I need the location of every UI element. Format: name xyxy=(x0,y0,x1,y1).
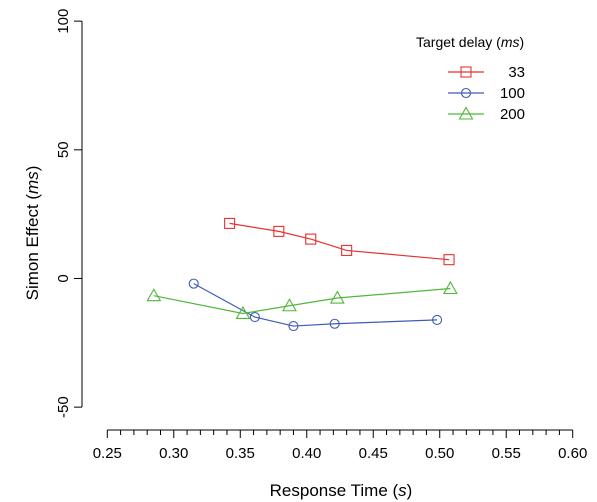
x-tick-label: 0.45 xyxy=(359,445,388,462)
data-point-200 xyxy=(235,305,251,320)
series-line-100 xyxy=(193,283,438,327)
data-point-100 xyxy=(329,318,340,329)
y-axis-title: Simon Effect (ms) xyxy=(23,166,42,301)
data-point-33 xyxy=(443,254,455,266)
legend-label-100: 100 xyxy=(500,85,525,102)
data-point-33 xyxy=(305,233,317,245)
data-point-33 xyxy=(273,225,285,237)
x-axis: 0.25 0.30 0.35 0.40 0.45 0.50 0.55 0.60 xyxy=(93,429,587,462)
legend-entry-100: 100 xyxy=(448,85,525,102)
x-tick-label: 0.60 xyxy=(558,445,587,462)
y-axis: -50 0 50 100 xyxy=(55,9,83,418)
data-point-100 xyxy=(432,314,443,325)
legend-entry-200: 200 xyxy=(448,106,525,123)
data-point-200 xyxy=(146,288,162,302)
legend-entry-33: 33 xyxy=(448,64,525,81)
x-tick-label: 0.50 xyxy=(425,445,454,462)
x-axis-title: Response Time (s) xyxy=(270,481,413,500)
series-line-33 xyxy=(229,222,450,261)
x-tick-label: 0.55 xyxy=(492,445,521,462)
legend-label-33: 33 xyxy=(508,64,525,81)
series-200 xyxy=(146,280,458,320)
legend-marker-100 xyxy=(460,87,472,99)
x-tick-label: 0.35 xyxy=(226,445,255,462)
legend-title-unit: ms xyxy=(501,34,520,50)
data-point-33 xyxy=(341,244,353,256)
data-point-200 xyxy=(329,290,345,304)
legend-title: Target delay (ms) xyxy=(416,34,524,50)
series-line-200 xyxy=(153,287,451,315)
legend-title-text: Target delay ( xyxy=(416,34,501,50)
series-33 xyxy=(224,217,455,266)
legend-label-200: 200 xyxy=(500,106,525,123)
legend-marker-33 xyxy=(460,66,472,78)
x-tick-label: 0.25 xyxy=(93,445,122,462)
data-point-33 xyxy=(224,217,236,229)
legend-title-close: ) xyxy=(520,34,525,50)
data-point-100 xyxy=(288,321,299,332)
series-layer xyxy=(146,217,458,332)
y-tick-label: 50 xyxy=(55,141,72,158)
y-tick-label: 0 xyxy=(55,274,72,282)
data-point-100 xyxy=(249,312,260,323)
legend: Target delay (ms) 33 100 200 xyxy=(416,34,525,123)
x-tick-label: 0.40 xyxy=(292,445,321,462)
legend-marker-200 xyxy=(458,106,474,120)
y-tick-label: -50 xyxy=(55,396,72,418)
data-point-200 xyxy=(442,280,458,295)
x-tick-label: 0.30 xyxy=(159,445,188,462)
y-tick-label: 100 xyxy=(55,9,72,34)
data-point-200 xyxy=(282,298,297,312)
data-point-100 xyxy=(188,278,199,289)
series-100 xyxy=(188,278,443,332)
